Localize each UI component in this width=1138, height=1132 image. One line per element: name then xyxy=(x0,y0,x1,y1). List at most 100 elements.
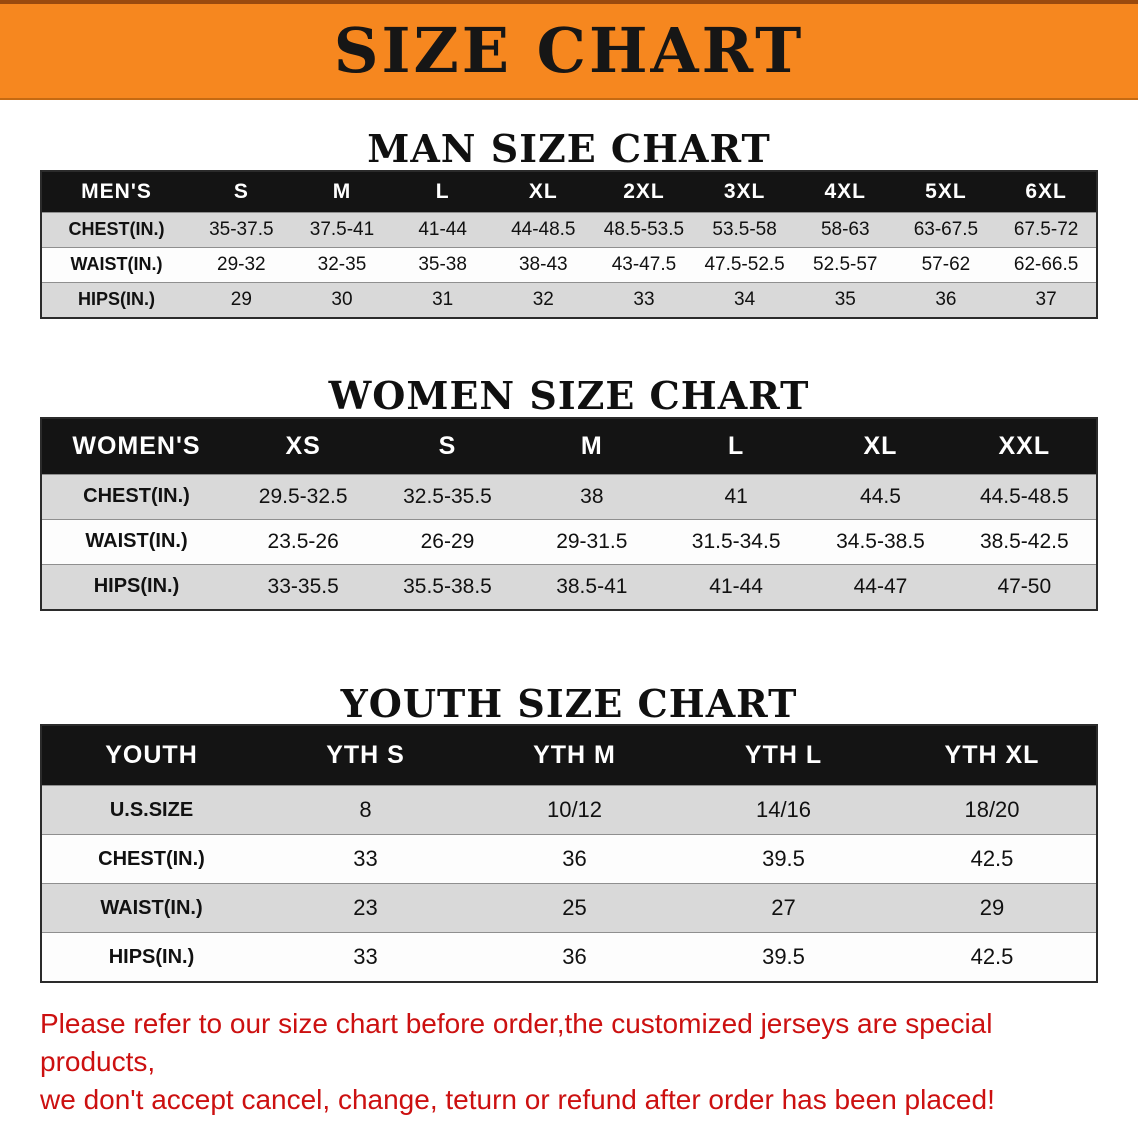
size-column-header: YTH XL xyxy=(888,725,1097,786)
size-value-cell: 30 xyxy=(331,288,353,310)
size-value-cell: 47-50 xyxy=(997,574,1052,598)
size-column-header: 3XL xyxy=(694,170,795,213)
row-label: HIPS(IN.) xyxy=(93,575,180,598)
table-row: CHEST(IN.) 29.5-32.5 32.5-35.5 38 41 44.5 44.5… xyxy=(41,474,1097,520)
size-value-cell: 47.5-52.5 xyxy=(704,253,785,275)
size-value-cell: 44.5 xyxy=(860,484,901,508)
size-value-cell: 57-62 xyxy=(921,253,971,275)
table-row: U.S.SIZE 8 10/12 14/16 18/20 xyxy=(41,785,1097,835)
size-column-header: 2XL xyxy=(593,170,695,213)
size-value-cell: 36 xyxy=(935,288,957,310)
size-value-cell: 34 xyxy=(734,288,756,310)
size-value-cell: 41-44 xyxy=(418,218,467,240)
size-column-header: 4XL xyxy=(794,170,896,213)
table-row: CHEST(IN.) 35-37.5 37.5-41 41-44 44-48.5 48.5… xyxy=(41,212,1097,248)
size-value-cell: 36 xyxy=(562,944,587,970)
size-value-cell: 44-47 xyxy=(853,574,908,598)
table-row: WAIST(IN.) 29-32 32-35 35-38 38-43 43-47.5 47.… xyxy=(41,247,1097,283)
size-value-cell: 35 xyxy=(834,288,856,310)
size-value-cell: 38-43 xyxy=(518,253,568,275)
size-value-cell: 35-37.5 xyxy=(209,218,274,240)
size-value-cell: 25 xyxy=(562,895,587,921)
size-value-cell: 32-35 xyxy=(317,253,367,275)
size-column-header: S xyxy=(191,170,292,213)
size-value-cell: 14/16 xyxy=(755,797,812,823)
size-column-header: XXL xyxy=(952,417,1097,475)
size-value-cell: 39.5 xyxy=(762,944,805,970)
size-value-cell: 41-44 xyxy=(709,574,763,598)
size-value-cell: 18/20 xyxy=(964,797,1020,823)
size-value-cell: 48.5-53.5 xyxy=(603,218,685,240)
size-value-cell: 8 xyxy=(359,797,372,823)
row-label: CHEST(IN.) xyxy=(98,847,205,870)
row-label: HIPS(IN.) xyxy=(77,289,155,310)
size-value-cell: 33 xyxy=(353,944,378,970)
disclaimer: Please refer to our size chart before or… xyxy=(40,1005,1100,1118)
size-value-cell: 31.5-34.5 xyxy=(691,529,781,553)
size-column-header: YTH M xyxy=(470,725,679,786)
size-value-cell: 42.5 xyxy=(970,846,1014,872)
men-chart-title: MAN SIZE CHART xyxy=(367,126,771,171)
size-value-cell: 10/12 xyxy=(546,797,603,823)
size-value-cell: 23.5-26 xyxy=(267,529,339,553)
size-column-header: YTH S xyxy=(261,725,470,786)
size-value-cell: 39.5 xyxy=(762,846,805,872)
row-label: WAIST(IN.) xyxy=(70,254,163,275)
row-label: HIPS(IN.) xyxy=(108,945,195,968)
row-label: U.S.SIZE xyxy=(109,798,194,821)
size-value-cell: 29 xyxy=(979,895,1005,921)
men-size-chart-section: MAN SIZE CHART MEN'S S M L XL 2XL 3XL 4XL 5XL 6XL… xyxy=(0,128,1138,319)
size-value-cell: 29-32 xyxy=(217,253,266,275)
size-value-cell: 23 xyxy=(353,895,378,921)
disclaimer-line-1: Please refer to our size chart before or… xyxy=(40,1008,993,1078)
table-row: WAIST(IN.) 23 25 27 29 xyxy=(41,883,1097,933)
size-value-cell: 37 xyxy=(1035,288,1057,310)
size-value-cell: 36 xyxy=(562,846,587,872)
size-value-cell: 33 xyxy=(353,846,378,872)
size-value-cell: 32.5-35.5 xyxy=(403,484,492,508)
size-value-cell: 53.5-58 xyxy=(712,218,777,240)
size-column-header: S xyxy=(375,417,520,475)
women-chart-title: WOMEN SIZE CHART xyxy=(328,372,810,418)
table-row: CHEST(IN.) 33 36 39.5 42.5 xyxy=(41,834,1097,884)
size-column-header: YTH L xyxy=(679,725,888,786)
page-banner: SIZE CHART xyxy=(0,0,1138,100)
size-column-header: 6XL xyxy=(996,170,1097,213)
youth-size-table: YOUTH YTH S YTH M YTH L YTH XL U.S.SIZE 8 10/12… xyxy=(40,724,1098,984)
page-title: SIZE CHART xyxy=(333,14,805,87)
size-column-header: L xyxy=(392,170,493,213)
men-size-table: MEN'S S M L XL 2XL 3XL 4XL 5XL 6XL CHEST(IN.) 35-37… xyxy=(40,169,1098,319)
table-header-row: YOUTH YTH S YTH M YTH L YTH XL xyxy=(41,725,1097,786)
table-header-row: WOMEN'S XS S M L XL XXL xyxy=(41,417,1097,475)
size-value-cell: 63-67.5 xyxy=(913,218,979,240)
size-value-cell: 44.5-48.5 xyxy=(979,484,1069,508)
size-value-cell: 27 xyxy=(771,895,796,921)
row-label: CHEST(IN.) xyxy=(68,219,165,240)
size-value-cell: 58-63 xyxy=(820,218,870,240)
women-size-table: WOMEN'S XS S M L XL XXL CHEST(IN.) 29.5-32.5 32.5… xyxy=(40,416,1098,611)
size-value-cell: 29-31.5 xyxy=(556,529,628,553)
size-value-cell: 35.5-38.5 xyxy=(403,574,492,598)
youth-chart-title: YOUTH SIZE CHART xyxy=(340,680,798,726)
women-size-chart-section: WOMEN SIZE CHART WOMEN'S XS S M L XL XXL CHEST(… xyxy=(0,372,1138,611)
size-value-cell: 42.5 xyxy=(970,944,1014,970)
size-value-cell: 31 xyxy=(432,288,454,310)
size-value-cell: 52.5-57 xyxy=(813,253,878,275)
row-label: CHEST(IN.) xyxy=(83,485,190,508)
size-value-cell: 29 xyxy=(230,288,252,310)
table-row: HIPS(IN.) 33 36 39.5 42.5 xyxy=(41,932,1097,983)
size-column-header: 5XL xyxy=(895,170,997,213)
table-row: HIPS(IN.) 33-35.5 35.5-38.5 38.5-41 41-44 44-… xyxy=(41,564,1097,610)
table-row: HIPS(IN.) 29 30 31 32 33 34 35 36 37 xyxy=(41,282,1097,318)
table-header-row: MEN'S S M L XL 2XL 3XL 4XL 5XL 6XL xyxy=(41,170,1097,213)
size-value-cell: 41 xyxy=(724,484,748,508)
size-value-cell: 37.5-41 xyxy=(309,218,375,240)
size-value-cell: 44-48.5 xyxy=(511,218,576,240)
row-label: WAIST(IN.) xyxy=(100,896,203,919)
size-column-header: M xyxy=(519,417,664,475)
size-value-cell: 43-47.5 xyxy=(611,253,677,275)
size-column-header: XL xyxy=(492,170,594,213)
size-column-header: L xyxy=(663,417,809,475)
table-corner-label: WOMEN'S xyxy=(41,417,231,475)
disclaimer-line-2: we don't accept cancel, change, teturn o… xyxy=(40,1083,995,1115)
